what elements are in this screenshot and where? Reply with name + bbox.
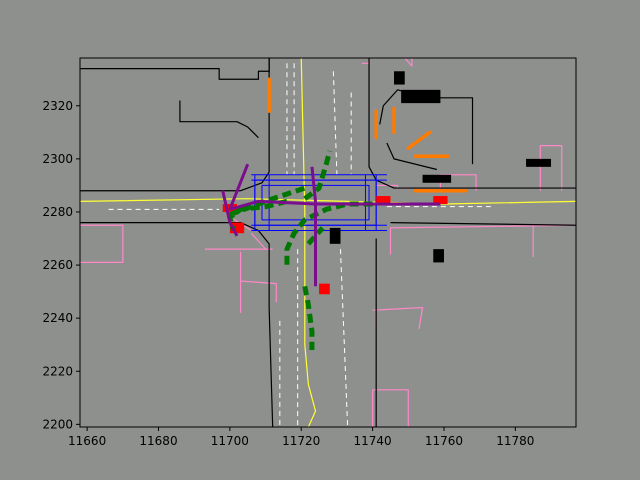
y-tick-label: 2300 — [42, 152, 73, 166]
center-line — [300, 58, 317, 427]
trajectory-line — [228, 185, 306, 217]
x-tick-label: 11700 — [211, 434, 249, 448]
x-tick-label: 11660 — [68, 434, 106, 448]
x-tick-label: 11680 — [139, 434, 177, 448]
plot-frame — [79, 57, 577, 428]
route-line — [221, 190, 239, 237]
ego-box — [376, 196, 391, 205]
vehicle-box — [401, 89, 441, 104]
road-edge-line — [386, 142, 437, 171]
y-tick-label: 2240 — [42, 311, 73, 325]
vehicle-box — [329, 227, 341, 244]
ego-box — [433, 196, 448, 205]
route-line — [228, 163, 250, 210]
vehicle-box — [422, 174, 452, 183]
pedestrian-path — [406, 130, 432, 151]
y-tick-label: 2260 — [42, 258, 73, 272]
sidewalk-line — [372, 389, 409, 427]
x-tick-label: 11780 — [496, 434, 534, 448]
sidewalk-line — [539, 145, 563, 191]
map-layers — [80, 58, 576, 427]
sidewalk-line — [389, 224, 576, 255]
trajectory-line — [303, 150, 333, 201]
y-tick-label: 2280 — [42, 205, 73, 219]
axes: 11660 11680 11700 11720 11740 11760 11780 2200 2… — [42, 99, 534, 448]
ego-box — [229, 222, 245, 234]
center-line — [80, 198, 576, 205]
sidewalk-line — [250, 232, 267, 250]
y-tick-label: 2220 — [42, 364, 73, 378]
ego-box — [319, 283, 330, 295]
y-tick-label: 2320 — [42, 99, 73, 113]
sidewalk-line — [240, 280, 277, 303]
vehicle-box — [433, 249, 444, 263]
trajectory-line — [302, 285, 315, 351]
road-edge-line — [80, 58, 270, 192]
x-tick-label: 11740 — [354, 434, 392, 448]
sidewalk-line — [372, 306, 424, 329]
sidewalk-line — [80, 224, 124, 264]
trajectory-line — [306, 226, 325, 246]
road-edge-line — [390, 221, 576, 226]
road-edge-line — [179, 100, 259, 139]
plot-area — [80, 58, 576, 427]
crosswalk-line — [261, 184, 370, 221]
y-tick-label: 2200 — [42, 417, 73, 431]
road-edge-line — [80, 221, 274, 427]
vehicle-box — [526, 158, 552, 167]
vehicle-box — [394, 71, 405, 85]
lane-dash-line — [339, 249, 349, 427]
trajectory-line — [284, 201, 373, 268]
x-tick-label: 11720 — [282, 434, 320, 448]
x-tick-label: 11760 — [425, 434, 463, 448]
trajectory-line — [227, 198, 288, 232]
route-line — [310, 166, 318, 202]
